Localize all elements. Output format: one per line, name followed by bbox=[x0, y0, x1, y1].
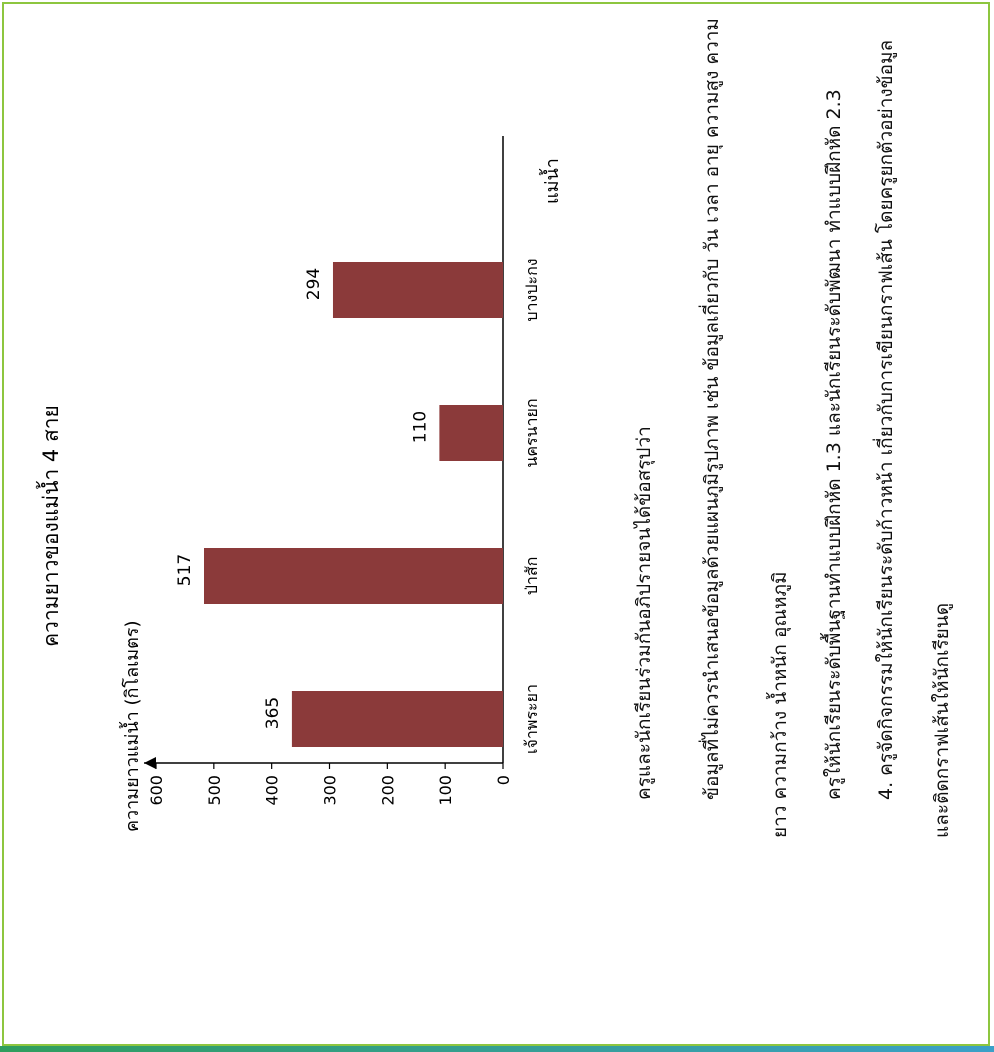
bar-chart: ความยาวของแม่น้ำ 4 สาย ความยาวแม่น้ำ (กิ… bbox=[36, 136, 563, 833]
category-label: เจ้าพระยา bbox=[522, 684, 541, 754]
y-tick-label: 200 bbox=[378, 775, 397, 806]
bar bbox=[204, 548, 503, 604]
category-label: บางปะกง bbox=[522, 258, 541, 321]
y-tick-label: 400 bbox=[263, 775, 282, 806]
y-axis-label: ความยาวแม่น้ำ (กิโลเมตร) bbox=[119, 621, 143, 833]
category-label: ป่าสัก bbox=[522, 557, 541, 596]
bar bbox=[332, 262, 503, 318]
bottom-strip bbox=[0, 1046, 994, 1052]
y-tick-label: 100 bbox=[436, 775, 455, 806]
text-line-4: ครูให้นักเรียนระดับพื้นฐานทำแบบฝึกหัด 1.… bbox=[823, 89, 845, 800]
text-line-2: ข้อมูลที่ไม่ควรนำเสนอข้อมูลด้วยแผนภูมิรู… bbox=[701, 18, 723, 800]
y-tick-label: 500 bbox=[205, 775, 224, 806]
bar bbox=[291, 691, 503, 747]
rotated-page: ความยาวของแม่น้ำ 4 สาย ความยาวแม่น้ำ (กิ… bbox=[6, 6, 990, 1046]
y-tick-label: 600 bbox=[147, 775, 166, 806]
bar-value-label: 517 bbox=[175, 554, 195, 586]
bar-value-label: 365 bbox=[263, 697, 283, 729]
text-line-6: และติดกราฟเส้นให้นักเรียนดู bbox=[931, 602, 953, 838]
y-axis-arrow bbox=[144, 757, 156, 769]
bar-value-label: 294 bbox=[304, 268, 324, 300]
text-line-3: ยาว ความกว้าง น้ำหนัก อุณหภูมิ bbox=[769, 571, 791, 838]
y-tick-label: 300 bbox=[321, 775, 340, 806]
chart-title: ความยาวของแม่น้ำ 4 สาย bbox=[36, 405, 63, 647]
bar-value-label: 110 bbox=[410, 411, 430, 443]
text-line-5: 4. ครูจัดกิจกรรมให้นักเรียนระดับก้าวหน้า… bbox=[875, 39, 897, 800]
category-label: นครนายก bbox=[522, 398, 541, 467]
y-tick-label: 0 bbox=[494, 775, 513, 785]
text-line-1: ครูและนักเรียนร่วมกันอภิปรายจนได้ข้อสรุป… bbox=[633, 426, 655, 800]
x-axis-label: แม่น้ำ bbox=[539, 158, 563, 204]
bar bbox=[439, 405, 503, 461]
